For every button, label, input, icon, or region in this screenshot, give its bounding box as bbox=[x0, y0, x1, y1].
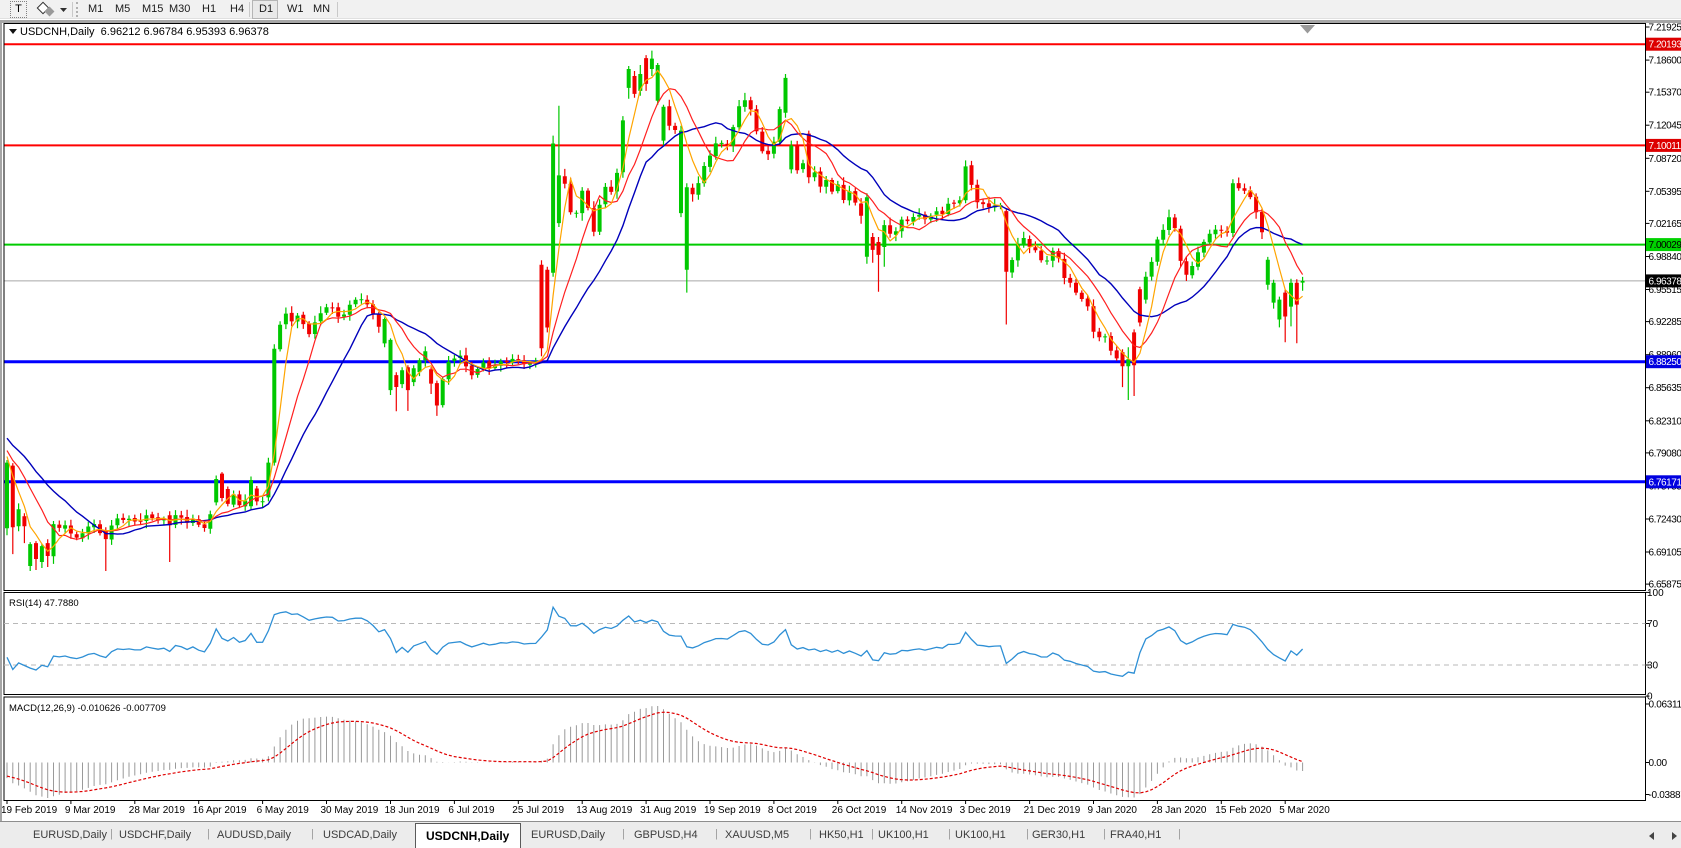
svg-text:0: 0 bbox=[1647, 692, 1653, 703]
svg-text:6.98840: 6.98840 bbox=[1649, 252, 1681, 263]
svg-text:6.82310: 6.82310 bbox=[1649, 416, 1681, 427]
svg-text:7.18600: 7.18600 bbox=[1649, 56, 1681, 67]
svg-text:-0.03887: -0.03887 bbox=[1649, 790, 1681, 801]
svg-text:7.15370: 7.15370 bbox=[1649, 88, 1681, 99]
svg-text:7.12045: 7.12045 bbox=[1649, 121, 1681, 132]
svg-text:18 Jun 2019: 18 Jun 2019 bbox=[385, 805, 440, 816]
svg-text:6.79080: 6.79080 bbox=[1649, 448, 1681, 459]
svg-text:7.20193: 7.20193 bbox=[1649, 40, 1681, 51]
svg-text:100: 100 bbox=[1647, 588, 1664, 599]
svg-text:26 Oct 2019: 26 Oct 2019 bbox=[832, 805, 887, 816]
svg-text:19 Sep 2019: 19 Sep 2019 bbox=[704, 805, 761, 816]
svg-text:7.00029: 7.00029 bbox=[1649, 240, 1681, 251]
svg-text:6.69105: 6.69105 bbox=[1649, 548, 1681, 559]
svg-text:RSI(14) 47.7880: RSI(14) 47.7880 bbox=[9, 598, 79, 609]
svg-text:6 May 2019: 6 May 2019 bbox=[257, 805, 310, 816]
svg-text:6 Jul 2019: 6 Jul 2019 bbox=[448, 805, 495, 816]
svg-text:3 Dec 2019: 3 Dec 2019 bbox=[960, 805, 1012, 816]
svg-text:7.21925: 7.21925 bbox=[1649, 23, 1681, 34]
svg-text:0.00: 0.00 bbox=[1649, 758, 1668, 769]
svg-text:6.92285: 6.92285 bbox=[1649, 317, 1681, 328]
svg-text:USDCNH,Daily 6.96212 6.96784: USDCNH,Daily 6.96212 6.96784 6.95393 6.9… bbox=[20, 26, 269, 38]
svg-text:6.95515: 6.95515 bbox=[1649, 285, 1681, 296]
svg-text:14 Nov 2019: 14 Nov 2019 bbox=[896, 805, 953, 816]
svg-text:9 Mar 2019: 9 Mar 2019 bbox=[65, 805, 116, 816]
svg-text:21 Dec 2019: 21 Dec 2019 bbox=[1024, 805, 1081, 816]
svg-text:7.10011: 7.10011 bbox=[1649, 141, 1681, 152]
svg-text:28 Jan 2020: 28 Jan 2020 bbox=[1151, 805, 1206, 816]
svg-text:7.05395: 7.05395 bbox=[1649, 187, 1681, 198]
svg-text:19 Feb 2019: 19 Feb 2019 bbox=[1, 805, 58, 816]
svg-text:7.08720: 7.08720 bbox=[1649, 154, 1681, 165]
svg-text:7.02165: 7.02165 bbox=[1649, 219, 1681, 230]
svg-text:70: 70 bbox=[1647, 619, 1659, 630]
svg-text:30: 30 bbox=[1647, 661, 1659, 672]
svg-text:6.96378: 6.96378 bbox=[1649, 276, 1681, 287]
svg-text:28 Mar 2019: 28 Mar 2019 bbox=[129, 805, 186, 816]
svg-text:31 Aug 2019: 31 Aug 2019 bbox=[640, 805, 697, 816]
svg-text:16 Apr 2019: 16 Apr 2019 bbox=[193, 805, 247, 816]
svg-text:25 Jul 2019: 25 Jul 2019 bbox=[512, 805, 564, 816]
svg-text:0.063113: 0.063113 bbox=[1649, 700, 1681, 711]
svg-text:6.72430: 6.72430 bbox=[1649, 515, 1681, 526]
svg-text:6.85635: 6.85635 bbox=[1649, 383, 1681, 394]
svg-text:8 Oct 2019: 8 Oct 2019 bbox=[768, 805, 817, 816]
svg-text:9 Jan 2020: 9 Jan 2020 bbox=[1088, 805, 1138, 816]
svg-text:6.65875: 6.65875 bbox=[1649, 580, 1681, 591]
svg-text:6.88250: 6.88250 bbox=[1649, 357, 1681, 368]
svg-text:5 Mar 2020: 5 Mar 2020 bbox=[1279, 805, 1330, 816]
svg-text:13 Aug 2019: 13 Aug 2019 bbox=[576, 805, 633, 816]
svg-text:15 Feb 2020: 15 Feb 2020 bbox=[1215, 805, 1272, 816]
svg-text:MACD(12,26,9) -0.010626 -0.007: MACD(12,26,9) -0.010626 -0.007709 bbox=[9, 703, 166, 714]
svg-text:6.76171: 6.76171 bbox=[1649, 477, 1681, 488]
svg-text:30 May 2019: 30 May 2019 bbox=[321, 805, 379, 816]
